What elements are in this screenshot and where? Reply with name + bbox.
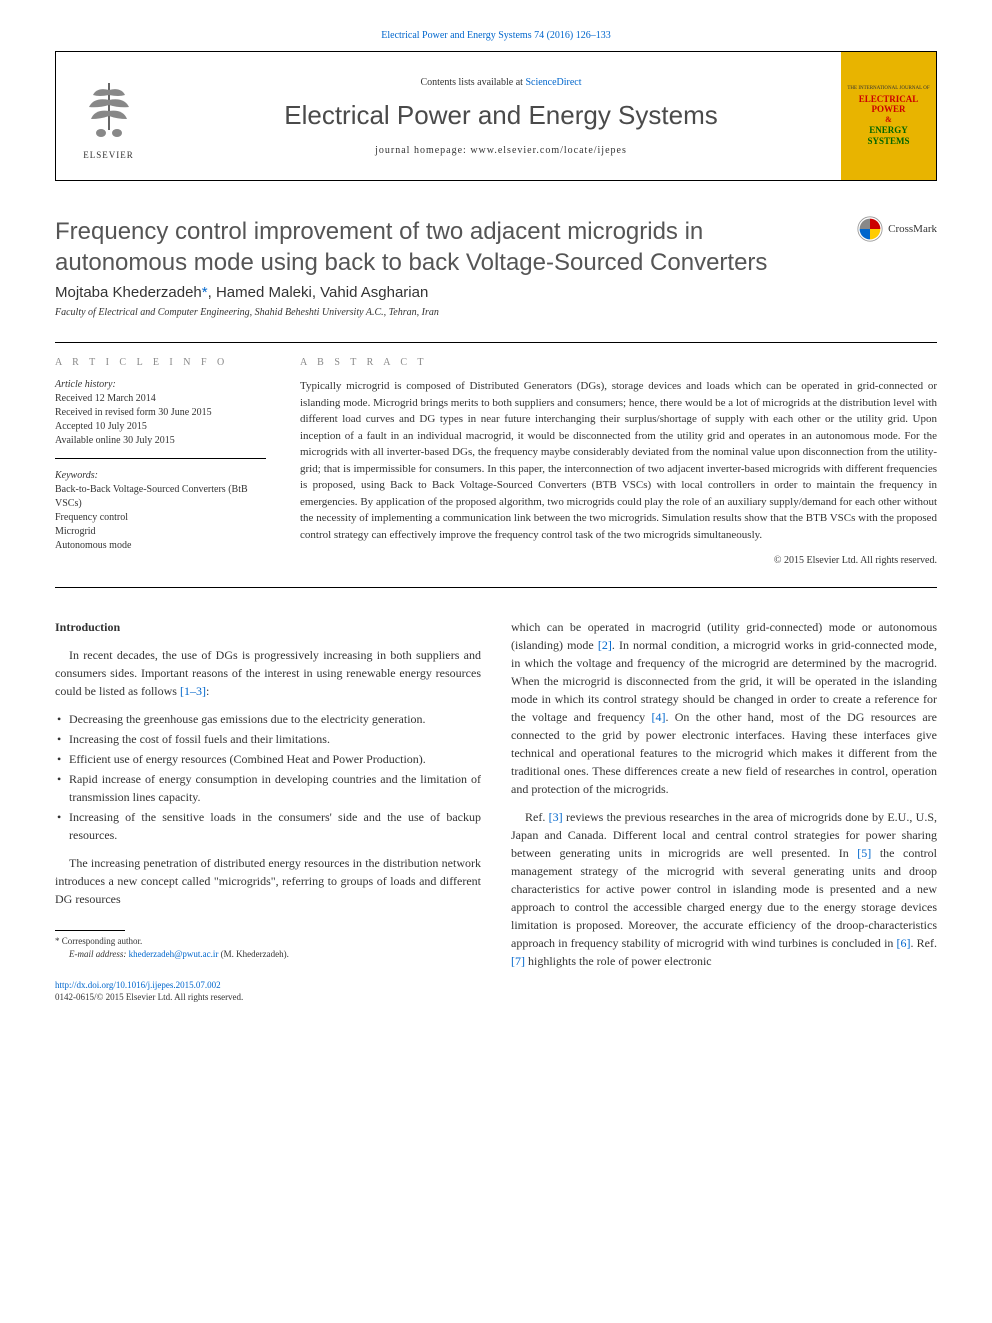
email-link[interactable]: khederzadeh@pwut.ac.ir [129,949,219,959]
right-column: which can be operated in macrogrid (util… [511,618,937,1003]
email-footnote: E-mail address: khederzadeh@pwut.ac.ir (… [55,948,481,961]
history-line: Received in revised form 30 June 2015 [55,406,266,420]
intro-heading: Introduction [55,618,481,636]
bullet-item: Increasing the cost of fossil fuels and … [55,730,481,748]
p1-text-a: In recent decades, the use of DGs is pro… [55,648,481,698]
doi-block: http://dx.doi.org/10.1016/j.ijepes.2015.… [55,979,481,1004]
homepage-url[interactable]: www.elsevier.com/locate/ijepes [470,145,627,156]
journal-cover[interactable]: THE INTERNATIONAL JOURNAL OF ELECTRICAL … [841,52,936,180]
title-row: Frequency control improvement of two adj… [55,216,937,278]
history-line: Available online 30 July 2015 [55,434,266,448]
c2p2-d: . Ref. [911,936,937,950]
corr-text: Corresponding author. [60,936,143,946]
journal-header: ELSEVIER Contents lists available at Sci… [55,51,937,181]
header-center: Contents lists available at ScienceDirec… [161,52,841,180]
cover-line1: ELECTRICAL [847,94,929,105]
ref-6[interactable]: [6] [897,936,911,950]
footnote-separator [55,930,125,931]
ref-2[interactable]: [2] [598,638,612,652]
crossmark-icon [857,216,883,242]
doi-link[interactable]: http://dx.doi.org/10.1016/j.ijepes.2015.… [55,979,481,992]
abstract-column: a b s t r a c t Typically microgrid is c… [280,343,937,587]
authors: Mojtaba Khederzadeh*, Hamed Maleki, Vahi… [55,284,937,301]
cover-amp: & [847,115,929,125]
article-info-heading: a r t i c l e i n f o [55,357,266,368]
keyword: Autonomous mode [55,539,266,553]
elsevier-text: ELSEVIER [83,150,134,160]
keywords-block: Keywords: Back-to-Back Voltage-Sourced C… [55,469,266,563]
corresponding-footnote: * Corresponding author. [55,935,481,948]
keyword: Frequency control [55,511,266,525]
col2-p2: Ref. [3] reviews the previous researches… [511,808,937,970]
contents-line: Contents lists available at ScienceDirec… [420,77,581,88]
crossmark-badge[interactable]: CrossMark [857,216,937,242]
homepage-prefix: journal homepage: [375,145,470,156]
article-title: Frequency control improvement of two adj… [55,216,857,278]
history-label: Article history: [55,378,266,392]
ref-3[interactable]: [3] [549,810,563,824]
keyword: Microgrid [55,525,266,539]
col2-p1: which can be operated in macrogrid (util… [511,618,937,798]
keyword: Back-to-Back Voltage-Sourced Converters … [55,483,266,511]
c2p2-e: highlights the role of power electronic [525,954,712,968]
sciencedirect-link[interactable]: ScienceDirect [525,77,581,88]
bullet-item: Efficient use of energy resources (Combi… [55,750,481,768]
cover-line3: ENERGY [847,125,929,136]
history-line: Accepted 10 July 2015 [55,420,266,434]
ref-4[interactable]: [4] [651,710,665,724]
bullet-item: Decreasing the greenhouse gas emissions … [55,710,481,728]
c2p2-c: the control management strategy of the m… [511,846,937,950]
bullet-item: Rapid increase of energy consumption in … [55,770,481,806]
email-suffix: (M. Khederzadeh). [218,949,288,959]
authors-rest: , Hamed Maleki, Vahid Asgharian [208,284,429,301]
c2p2-a: Ref. [525,810,549,824]
journal-homepage: journal homepage: www.elsevier.com/locat… [375,145,627,156]
article-history: Article history: Received 12 March 2014 … [55,378,266,459]
elsevier-tree-icon [74,72,144,147]
elsevier-logo[interactable]: ELSEVIER [56,52,161,180]
affiliation: Faculty of Electrical and Computer Engin… [55,307,937,318]
keywords-label: Keywords: [55,469,266,483]
abstract-text: Typically microgrid is composed of Distr… [300,378,937,543]
email-label: E-mail address: [69,949,129,959]
crossmark-label: CrossMark [888,223,937,235]
article-info-column: a r t i c l e i n f o Article history: R… [55,343,280,587]
intro-bullets: Decreasing the greenhouse gas emissions … [55,710,481,844]
body-columns: Introduction In recent decades, the use … [55,618,937,1003]
journal-name: Electrical Power and Energy Systems [284,100,718,131]
ref-7[interactable]: [7] [511,954,525,968]
contents-prefix: Contents lists available at [420,77,525,88]
left-column: Introduction In recent decades, the use … [55,618,481,1003]
meta-abstract-row: a r t i c l e i n f o Article history: R… [55,342,937,588]
cover-line4: SYSTEMS [847,136,929,147]
history-line: Received 12 March 2014 [55,392,266,406]
cover-text: THE INTERNATIONAL JOURNAL OF ELECTRICAL … [847,86,929,147]
citation-link[interactable]: Electrical Power and Energy Systems 74 (… [55,30,937,41]
issn-line: 0142-0615/© 2015 Elsevier Ltd. All right… [55,991,481,1004]
ref-1-3[interactable]: [1–3] [180,684,206,698]
cover-line2: POWER [847,104,929,115]
ref-5[interactable]: [5] [857,846,871,860]
bullet-item: Increasing of the sensitive loads in the… [55,808,481,844]
abstract-heading: a b s t r a c t [300,357,937,368]
author-1: Mojtaba Khederzadeh [55,284,202,301]
p1-text-b: : [206,684,209,698]
abstract-copyright: © 2015 Elsevier Ltd. All rights reserved… [300,555,937,566]
intro-p1: In recent decades, the use of DGs is pro… [55,646,481,700]
intro-p2: The increasing penetration of distribute… [55,854,481,908]
